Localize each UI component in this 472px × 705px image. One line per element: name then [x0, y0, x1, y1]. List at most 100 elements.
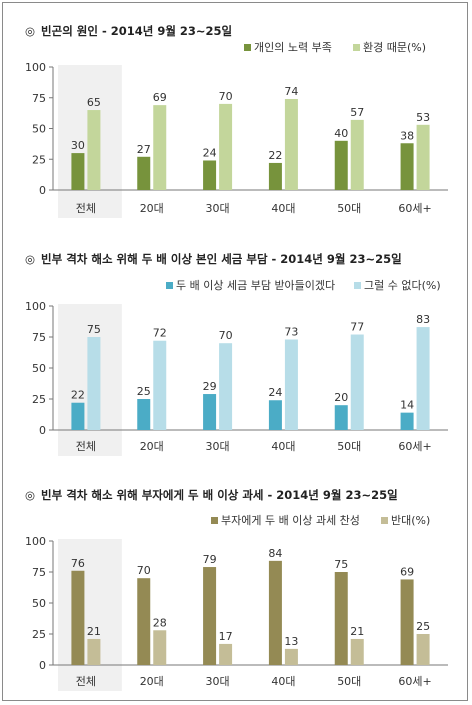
category-label: 20대 — [140, 202, 164, 215]
data-label: 38 — [400, 129, 414, 142]
bar — [416, 634, 430, 665]
data-label: 25 — [416, 620, 430, 633]
bar — [153, 630, 167, 665]
data-label: 69 — [400, 565, 414, 578]
bar — [334, 405, 348, 430]
legend-swatch — [354, 282, 361, 289]
bar — [203, 394, 217, 430]
bar — [219, 103, 233, 190]
bar — [153, 105, 167, 190]
data-label: 74 — [284, 85, 298, 98]
data-label: 21 — [87, 625, 101, 638]
data-label: 17 — [219, 630, 233, 643]
title-mark: ◎ — [25, 252, 36, 266]
y-tick-label: 0 — [39, 659, 46, 672]
data-label: 77 — [350, 321, 364, 334]
bar — [71, 402, 85, 430]
category-label: 전체 — [76, 440, 96, 453]
category-label: 40대 — [271, 675, 295, 688]
bar — [268, 560, 282, 665]
y-tick-label: 75 — [32, 331, 46, 344]
category-label: 60세+ — [398, 202, 431, 215]
bar — [416, 124, 430, 190]
category-label: 전체 — [76, 675, 96, 688]
bar — [203, 160, 217, 190]
bar — [268, 162, 282, 190]
highlight-band — [58, 539, 122, 691]
data-label: 40 — [334, 127, 348, 140]
chart-panel-rich-tax: ◎ 빈부 격차 해소 위해 부자에게 두 배 이상 과세 - 2014년 9월 2… — [3, 479, 469, 701]
y-tick-label: 25 — [32, 153, 46, 166]
y-tick-label: 0 — [39, 424, 46, 437]
bar — [87, 337, 101, 430]
y-tick-label: 100 — [25, 300, 46, 313]
data-label: 22 — [268, 149, 282, 162]
y-tick-label: 50 — [32, 362, 46, 375]
y-tick-label: 0 — [39, 184, 46, 197]
title-text: 빈곤의 원인 - 2014년 9월 23~25일 — [41, 24, 233, 38]
bar — [87, 110, 101, 190]
title-mark: ◎ — [25, 24, 36, 38]
bar — [334, 572, 348, 665]
category-label: 60세+ — [398, 440, 431, 453]
bar — [268, 400, 282, 430]
chart-panel-self-tax: ◎ 빈부 격차 해소 위해 두 배 이상 본인 세금 부담 - 2014년 9월 … — [3, 241, 469, 471]
chart-title: ◎ 빈부 격차 해소 위해 부자에게 두 배 이상 과세 - 2014년 9월 2… — [25, 487, 398, 503]
category-label: 30대 — [206, 202, 230, 215]
bar — [137, 578, 151, 665]
chart-frame: ◎ 빈곤의 원인 - 2014년 9월 23~25일 개인의 노력 부족 환경 때문… — [2, 2, 468, 701]
data-label: 69 — [153, 91, 167, 104]
y-tick-label: 25 — [32, 393, 46, 406]
chart-panel-poverty-cause: ◎ 빈곤의 원인 - 2014년 9월 23~25일 개인의 노력 부족 환경 때문… — [3, 3, 469, 238]
bar — [284, 648, 298, 665]
bar — [137, 399, 151, 430]
bar — [71, 153, 85, 190]
category-label: 20대 — [140, 675, 164, 688]
category-label: 30대 — [206, 675, 230, 688]
bar — [400, 579, 414, 665]
data-label: 57 — [350, 106, 364, 119]
bar — [350, 119, 364, 190]
category-label: 40대 — [271, 440, 295, 453]
data-label: 79 — [203, 553, 217, 566]
legend-swatch — [244, 44, 251, 51]
category-label: 60세+ — [398, 675, 431, 688]
data-label: 53 — [416, 111, 430, 124]
data-label: 25 — [137, 385, 151, 398]
data-label: 84 — [268, 547, 282, 560]
data-label: 76 — [71, 557, 85, 570]
data-label: 75 — [87, 323, 101, 336]
data-label: 83 — [416, 313, 430, 326]
title-text: 빈부 격차 해소 위해 부자에게 두 배 이상 과세 - 2014년 9월 23… — [41, 488, 398, 502]
category-label: 50대 — [337, 675, 361, 688]
data-label: 22 — [71, 389, 85, 402]
data-label: 21 — [350, 625, 364, 638]
bar — [284, 98, 298, 190]
data-label: 27 — [137, 143, 151, 156]
y-tick-label: 100 — [25, 535, 46, 548]
data-label: 24 — [268, 386, 282, 399]
legend-label: 환경 때문(%) — [363, 41, 426, 54]
bar — [416, 327, 430, 430]
bar-chart-rich-tax: 부자에게 두 배 이상 과세 찬성 반대(%) 0 25 50 75 100 76 21 전체 70… — [25, 513, 448, 691]
bar — [219, 343, 233, 430]
bar — [350, 638, 364, 665]
bar — [400, 412, 414, 430]
bar — [219, 643, 233, 665]
legend-label: 개인의 노력 부족 — [254, 41, 332, 54]
data-label: 70 — [219, 329, 233, 342]
legend-label: 두 배 이상 세금 부담 받아들이겠다 — [176, 279, 335, 292]
legend-swatch — [211, 517, 218, 524]
bar — [153, 340, 167, 430]
data-label: 14 — [400, 399, 414, 412]
data-label: 28 — [153, 616, 167, 629]
data-label: 20 — [334, 391, 348, 404]
data-label: 24 — [203, 146, 217, 159]
y-tick-label: 25 — [32, 628, 46, 641]
y-tick-label: 100 — [25, 61, 46, 74]
legend-label: 그럴 수 없다(%) — [364, 279, 441, 292]
bar-chart-poverty-cause: 개인의 노력 부족 환경 때문(%) 0 25 50 75 100 30 65 전체 27 69 20대… — [25, 41, 448, 218]
data-label: 13 — [284, 635, 298, 648]
legend-swatch — [381, 517, 388, 524]
bar — [400, 143, 414, 190]
